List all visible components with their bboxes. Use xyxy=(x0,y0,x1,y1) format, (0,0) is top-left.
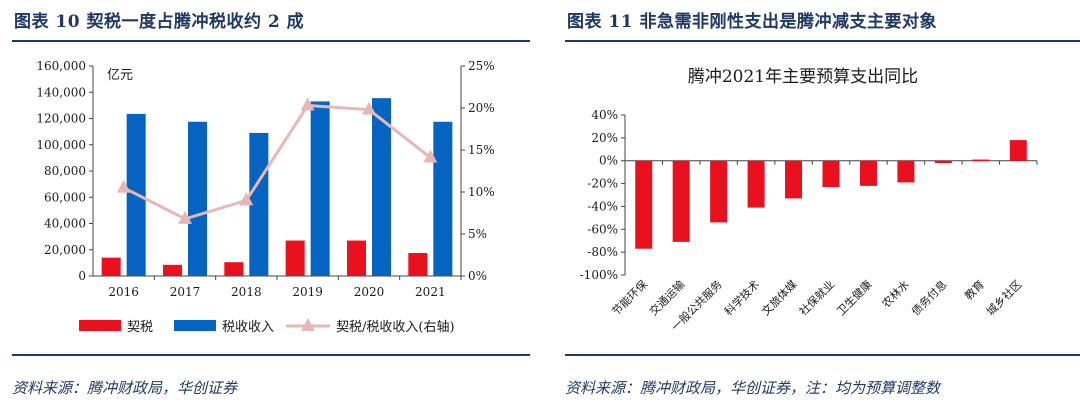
x-tick-label: 卫生健康 xyxy=(834,277,875,318)
x-tick-label: 2020 xyxy=(354,285,385,299)
legend-marker-ratio xyxy=(301,318,315,331)
ratio-line xyxy=(122,103,432,221)
left-figure-panel: 图表 10 契税一度占腾冲税收约 2 成 0 20,000 40,000 60,000… xyxy=(0,0,530,412)
unit-label: 亿元 xyxy=(107,68,133,83)
chart-title: 腾冲2021年主要预算支出同比 xyxy=(688,67,918,87)
y-tick-label: -80% xyxy=(587,245,618,259)
deed-tax-bar xyxy=(163,264,182,276)
left-tick-label: 80,000 xyxy=(44,164,86,178)
tax-revenue-bar xyxy=(249,132,269,276)
left-tick-label: 40,000 xyxy=(44,217,86,231)
right-tick-label: 25% xyxy=(468,59,495,73)
x-tick-label: 科学技术 xyxy=(721,277,762,318)
left-tick-label: 140,000 xyxy=(36,85,86,99)
yoy-bar xyxy=(859,160,877,186)
y-tick-label: 0% xyxy=(599,154,618,168)
yoy-bar xyxy=(1009,140,1027,161)
left-tick-label: 160,000 xyxy=(36,59,86,73)
deed-tax-bar xyxy=(347,240,366,276)
x-tick-label: 城乡社区 xyxy=(983,277,1024,318)
right-tick-label: 0% xyxy=(468,269,487,283)
ratio-marker xyxy=(362,101,376,115)
legend-swatch-tax-revenue xyxy=(174,320,216,331)
x-tick-label: 2018 xyxy=(231,285,262,299)
right-tick-label: 10% xyxy=(468,185,495,199)
x-tick-label: 农林水 xyxy=(879,277,912,310)
source-note: 资料来源：腾冲财政局，华创证券 xyxy=(12,379,238,397)
x-tick-label: 社保就业 xyxy=(796,277,837,318)
tax-revenue-bar xyxy=(310,101,330,276)
left-tick-label: 20,000 xyxy=(44,243,86,257)
deed-tax-bar xyxy=(101,257,121,276)
ratio-marker xyxy=(116,179,131,193)
legend-label: 税收收入 xyxy=(222,320,274,335)
legend-swatch-deed-tax xyxy=(79,320,121,331)
source-note: 资料来源：腾冲财政局，华创证券，注：均为预算调整数 xyxy=(565,379,941,397)
bottom-divider xyxy=(12,354,530,356)
ratio-marker xyxy=(239,192,254,206)
figure-title: 图表 11 非急需非刚性支出是腾冲减支主要对象 xyxy=(567,12,937,32)
right-tick-label: 20% xyxy=(468,101,495,115)
left-tick-label: 120,000 xyxy=(36,112,86,126)
left-tick-label: 60,000 xyxy=(44,190,86,204)
right-figure-panel: 图表 11 非急需非刚性支出是腾冲减支主要对象 腾冲2021年主要预算支出同比 -… xyxy=(553,0,1080,412)
yoy-bar xyxy=(897,160,915,183)
figure-title: 图表 10 契税一度占腾冲税收约 2 成 xyxy=(14,12,305,32)
tax-revenue-bar xyxy=(372,98,391,276)
deed-tax-bar xyxy=(285,240,305,276)
top-divider xyxy=(12,40,530,42)
top-divider xyxy=(565,40,1080,42)
tax-revenue-bar xyxy=(433,121,453,276)
tax-revenue-bar xyxy=(188,121,207,276)
yoy-bar xyxy=(635,160,653,249)
yoy-bar xyxy=(934,160,952,163)
y-tick-label: 40% xyxy=(591,108,618,122)
ratio-marker xyxy=(178,210,192,224)
x-tick-label: 2021 xyxy=(415,285,446,299)
y-tick-label: -60% xyxy=(587,222,618,236)
deed-tax-bar xyxy=(224,262,244,276)
deed-tax-bar xyxy=(408,253,428,276)
right-tick-label: 5% xyxy=(468,227,487,241)
left-tick-label: 0 xyxy=(78,269,86,283)
bottom-divider xyxy=(565,354,1080,356)
yoy-bar xyxy=(710,160,728,223)
x-tick-label: 2016 xyxy=(108,285,139,299)
yoy-bar xyxy=(785,160,803,199)
right-tick-label: 15% xyxy=(468,143,495,157)
x-tick-label: 2017 xyxy=(170,285,201,299)
yoy-bar xyxy=(972,159,990,162)
x-tick-label: 2019 xyxy=(292,285,323,299)
x-tick-label: 节能环保 xyxy=(609,277,650,318)
left-tick-label: 100,000 xyxy=(36,138,86,152)
x-tick-label: 债务付息 xyxy=(908,277,949,318)
ratio-marker xyxy=(300,97,315,111)
ratio-marker xyxy=(423,149,438,163)
y-tick-label: -20% xyxy=(587,177,618,191)
y-tick-label: 20% xyxy=(591,131,618,145)
x-tick-label: 文旅体媒 xyxy=(759,277,800,318)
yoy-bar xyxy=(747,160,765,208)
y-tick-label: -40% xyxy=(587,199,618,213)
yoy-bar xyxy=(822,160,840,187)
tax-revenue-chart: 0 20,000 40,000 60,000 80,000 100,000 120,000 1… xyxy=(36,59,495,335)
y-tick-label: -100% xyxy=(580,268,618,282)
legend-label: 契税/税收收入(右轴) xyxy=(336,320,455,335)
yoy-bar xyxy=(672,160,690,242)
expenditure-yoy-chart: 腾冲2021年主要预算支出同比 -100% -80% -60% -40% -20% 0% 20… xyxy=(580,67,1038,334)
legend-label: 契税 xyxy=(127,320,153,335)
x-tick-label: 教育 xyxy=(961,277,986,302)
